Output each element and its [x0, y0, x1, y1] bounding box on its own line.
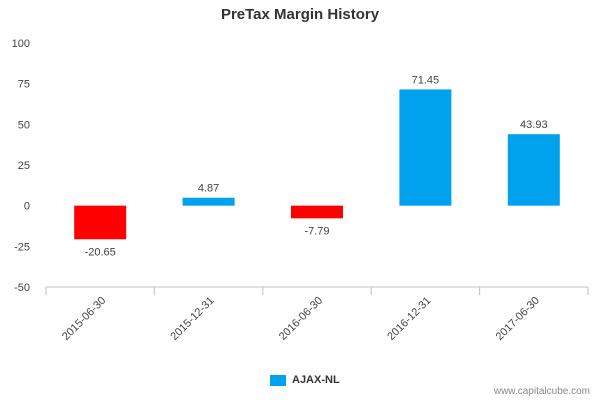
y-tick-label: 50	[18, 119, 30, 131]
x-tick-label: 2016-12-31	[385, 295, 433, 343]
data-labels: -20.65 4.87 -7.79 71.45 43.93	[85, 74, 548, 258]
x-tick-label: 2016-06-30	[277, 295, 325, 343]
bar	[291, 205, 343, 219]
credit-text: www.capitalcube.com	[493, 386, 590, 397]
bar	[507, 134, 560, 206]
legend-label: AJAX-NL	[292, 374, 340, 386]
y-tick-label: 100	[12, 38, 30, 50]
legend[interactable]: AJAX-NL	[270, 374, 340, 386]
bar	[74, 205, 127, 240]
bars	[74, 89, 560, 240]
y-tick-label: -25	[14, 241, 30, 253]
bar	[182, 197, 235, 206]
chart-title: PreTax Margin History	[220, 6, 380, 23]
data-label: -7.79	[304, 225, 329, 237]
y-tick-label: -50	[14, 282, 30, 294]
x-tick-label: 2017-06-30	[494, 295, 542, 343]
data-label: -20.65	[85, 246, 116, 258]
data-label: 71.45	[412, 74, 440, 86]
y-axis-labels: 100 75 50 25 0 -25 -50	[12, 38, 30, 294]
bar	[399, 89, 452, 206]
y-tick-label: 25	[18, 160, 30, 172]
legend-swatch	[270, 374, 286, 386]
x-tick-label: 2015-06-30	[60, 295, 108, 343]
y-tick-label: 75	[18, 79, 30, 91]
data-label: 4.87	[198, 183, 219, 195]
x-tick-label: 2015-12-31	[168, 295, 216, 343]
y-tick-label: 0	[24, 201, 30, 213]
x-axis: 2015-06-30 2015-12-31 2016-06-30 2016-12-31…	[45, 286, 589, 343]
data-label: 43.93	[520, 119, 548, 131]
